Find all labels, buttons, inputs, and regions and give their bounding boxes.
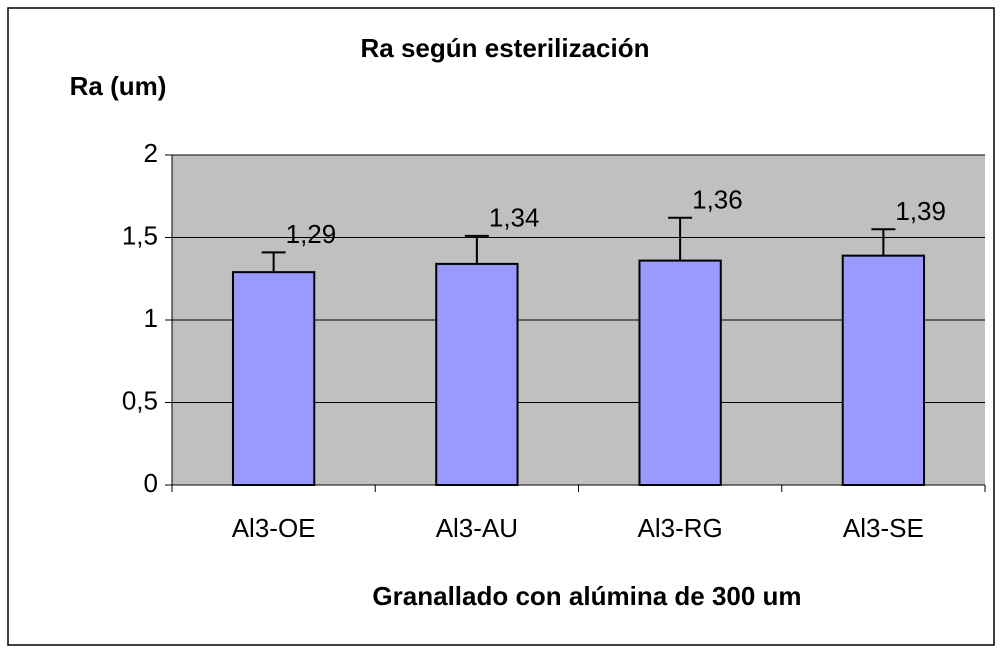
bar — [638, 259, 722, 486]
chart-title: Ra según esterilización — [361, 33, 650, 63]
bar — [435, 262, 519, 486]
value-label: 1,36 — [692, 185, 743, 215]
y-tick-label: 0,5 — [122, 385, 158, 415]
value-label: 1,34 — [489, 203, 540, 233]
error-bar — [871, 228, 896, 256]
y-tick-label: 1,5 — [122, 220, 158, 250]
value-label: 1,39 — [895, 196, 946, 226]
x-tick-label: Al3-OE — [232, 513, 316, 543]
y-tick-label: 0 — [144, 468, 158, 498]
y-tick-label: 2 — [144, 138, 158, 168]
y-tick-label: 1 — [144, 303, 158, 333]
x-tick-label: Al3-AU — [436, 513, 518, 543]
error-bar — [464, 234, 489, 264]
x-axis-label: Granallado con alúmina de 300 um — [372, 581, 801, 611]
value-label: 1,29 — [286, 219, 337, 249]
error-bar — [261, 251, 286, 273]
x-tick-label: Al3-SE — [843, 513, 924, 543]
bar — [231, 271, 316, 486]
error-bar — [668, 216, 693, 261]
x-tick-label: Al3-RG — [638, 513, 723, 543]
y-axis-label: Ra (um) — [70, 71, 167, 101]
bar — [841, 254, 926, 486]
